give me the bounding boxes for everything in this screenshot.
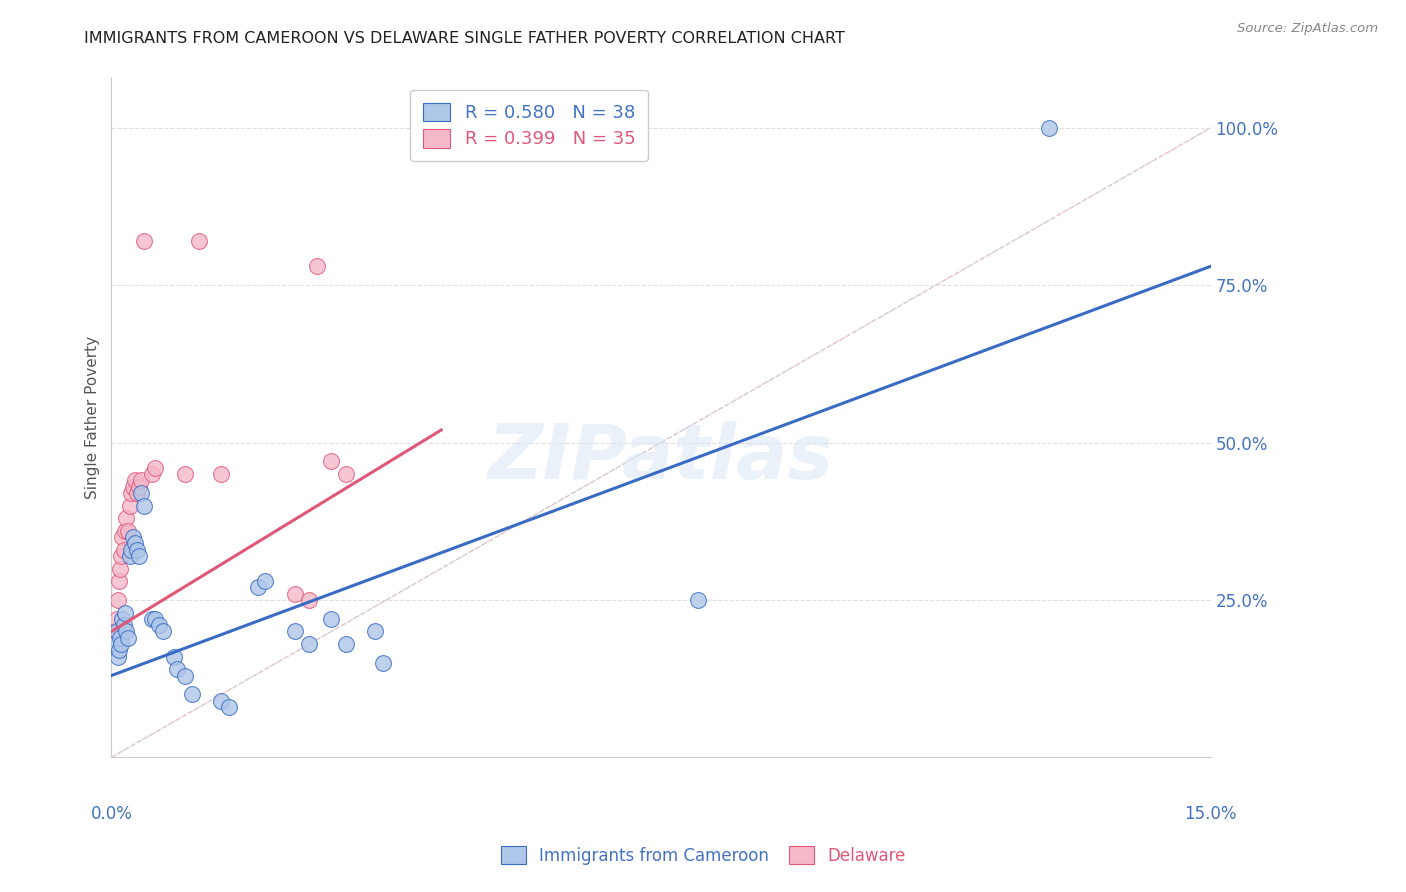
Point [246,581,269,595]
Point [686,593,709,607]
Text: 0.0%: 0.0% [90,805,132,823]
Point [115,511,138,525]
Point [105,612,128,626]
Point [152,624,174,639]
Point [148,618,170,632]
Legend: Immigrants from Cameroon, Delaware: Immigrants from Cameroon, Delaware [492,838,914,873]
Point [115,624,138,639]
Point [129,474,152,488]
Point [124,536,146,550]
Point [335,637,357,651]
Point [112,542,135,557]
Point [111,530,134,544]
Point [124,474,146,488]
Point [145,612,167,626]
Point [321,454,343,468]
Point [125,486,148,500]
Point [298,593,321,607]
Point [105,624,128,639]
Point [298,637,321,651]
Point [364,624,387,639]
Point [107,574,129,588]
Point [118,499,141,513]
Point [104,624,127,639]
Point [128,480,150,494]
Point [117,524,139,538]
Legend: R = 0.580   N = 38, R = 0.399   N = 35: R = 0.580 N = 38, R = 0.399 N = 35 [411,90,648,161]
Point [134,499,156,513]
Text: ZIPatlas: ZIPatlas [488,421,834,495]
Point [163,649,186,664]
Point [114,524,136,538]
Point [128,549,150,563]
Point [166,662,188,676]
Point [120,542,142,557]
Point [111,612,134,626]
Point [134,234,156,248]
Point [118,549,141,563]
Point [209,694,232,708]
Point [1038,120,1060,135]
Y-axis label: Single Father Poverty: Single Father Poverty [86,336,100,499]
Point [107,593,129,607]
Point [117,631,139,645]
Point [181,688,204,702]
Point [107,643,129,657]
Point [104,637,127,651]
Point [108,561,131,575]
Point [141,467,163,481]
Text: Source: ZipAtlas.com: Source: ZipAtlas.com [1237,22,1378,36]
Point [173,467,195,481]
Point [284,624,307,639]
Point [122,530,145,544]
Point [173,668,195,682]
Point [321,612,343,626]
Point [129,486,152,500]
Text: IMMIGRANTS FROM CAMEROON VS DELAWARE SINGLE FATHER POVERTY CORRELATION CHART: IMMIGRANTS FROM CAMEROON VS DELAWARE SIN… [84,31,845,46]
Point [110,637,132,651]
Text: 15.0%: 15.0% [1184,805,1237,823]
Point [141,612,163,626]
Point [145,460,167,475]
Point [122,480,145,494]
Point [254,574,277,588]
Point [284,587,307,601]
Point [107,649,129,664]
Point [188,234,211,248]
Point [371,656,394,670]
Point [120,486,142,500]
Point [218,700,240,714]
Point [125,542,148,557]
Point [110,549,132,563]
Point [209,467,232,481]
Point [108,631,131,645]
Point [112,618,135,632]
Point [335,467,357,481]
Point [305,260,328,274]
Point [114,606,136,620]
